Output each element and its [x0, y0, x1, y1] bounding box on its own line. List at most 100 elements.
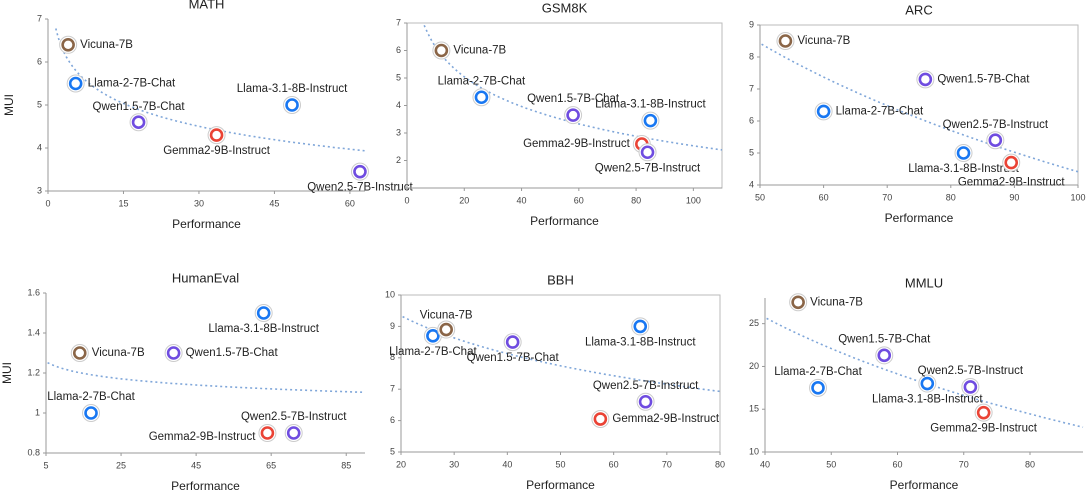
model-label: Gemma2-9B-Instruct [612, 413, 720, 425]
model-point [789, 293, 808, 312]
model-label: Vicuna-7B [810, 296, 863, 308]
model-label: Qwen2.5-7B-Instruct [943, 119, 1049, 131]
x-tick-label: 40 [760, 459, 770, 469]
trend-line [761, 43, 1079, 173]
x-tick-label: 100 [686, 195, 701, 205]
x-tick-label: 45 [269, 198, 279, 208]
x-tick-label: 45 [191, 460, 201, 470]
y-tick-label: 8 [390, 352, 395, 362]
model-icon-core [963, 380, 978, 394]
model-label: Qwen1.5-7B-Chat [527, 93, 620, 105]
x-tick-label: 20 [396, 459, 406, 469]
x-tick-label: 70 [662, 459, 672, 469]
model-label: Llama-2-7B-Chat [389, 346, 477, 358]
model-point [974, 403, 993, 422]
model-point [254, 304, 273, 322]
y-tick-label: 15 [749, 404, 759, 414]
model-icon-core [640, 145, 655, 160]
model-point [70, 344, 89, 362]
model-label: Llama-3.1-8B-Instruct [908, 163, 1019, 175]
model-point [875, 346, 894, 365]
model-point [432, 41, 451, 60]
model-label: Qwen2.5-7B-Instruct [241, 411, 347, 423]
model-icon-core [956, 146, 971, 160]
y-tick-label: 6 [396, 45, 401, 55]
model-icon-core [285, 98, 299, 112]
y-tick-label: 3 [396, 127, 401, 137]
model-point [437, 320, 456, 339]
model-label: Vicuna-7B [797, 35, 850, 47]
x-tick-label: 15 [118, 198, 128, 208]
x-tick-label: 30 [194, 198, 204, 208]
x-tick-label: 90 [1009, 192, 1019, 202]
model-icon-core [1004, 155, 1019, 170]
x-axis-label: Performance [530, 214, 599, 228]
model-icon-core [566, 108, 580, 122]
model-label: Llama-3.1-8B-Instruct [237, 83, 348, 95]
chart-title: MMLU [905, 275, 943, 290]
x-axis-label: Performance [171, 479, 240, 493]
x-tick-label: 80 [715, 459, 725, 469]
model-point [916, 70, 935, 89]
x-tick-label: 80 [1025, 459, 1035, 469]
model-icon-core [434, 43, 449, 58]
model-point [564, 106, 583, 125]
model-icon-core [260, 426, 275, 440]
y-tick-label: 10 [749, 446, 759, 456]
model-label: Qwen1.5-7B-Chat [186, 347, 279, 359]
model-icon-core [988, 133, 1003, 147]
chart-title: GSM8K [542, 0, 588, 15]
y-axis-label: MUI [2, 94, 16, 116]
y-tick-label: 5 [749, 147, 754, 157]
y-tick-label: 3 [37, 185, 42, 195]
subplot: HumanEval Performance MUI 5 25 45 65 85 0.8 1 1.2 1… [0, 270, 366, 493]
x-axis-label: Performance [526, 478, 595, 492]
y-tick-label: 1.2 [27, 367, 40, 377]
model-point [258, 424, 277, 442]
chart-title: BBH [547, 272, 574, 287]
model-icon-core [256, 306, 271, 320]
y-tick-label: 7 [396, 17, 401, 27]
model-icon-core [72, 346, 87, 360]
model-icon-core [918, 72, 933, 87]
y-tick-label: 6 [390, 415, 395, 425]
x-tick-label: 70 [882, 192, 892, 202]
model-icon-core [791, 295, 805, 310]
subplot: ARC Performance 50 60 70 80 90 100 4 5 6 7 8 9 Vicuna-… [749, 2, 1086, 225]
x-tick-label: 50 [555, 459, 565, 469]
model-icon-core [286, 426, 301, 440]
model-label: Llama-3.1-8B-Instruct [208, 323, 319, 335]
model-label: Llama-2-7B-Chat [438, 75, 526, 87]
model-label: Qwen1.5-7B-Chat [937, 73, 1030, 85]
model-icon-core [209, 128, 224, 142]
model-label: Qwen1.5-7B-Chat [838, 333, 931, 345]
model-point [284, 424, 303, 442]
model-point [986, 131, 1005, 150]
x-tick-label: 65 [266, 460, 276, 470]
y-axis-label: MUI [0, 362, 14, 384]
model-label: Llama-3.1-8B-Instruct [872, 394, 983, 406]
y-tick-label: 25 [749, 318, 759, 328]
y-tick-label: 9 [390, 321, 395, 331]
model-point [918, 374, 937, 393]
y-tick-label: 5 [396, 72, 401, 82]
x-tick-label: 60 [574, 195, 584, 205]
y-tick-label: 6 [37, 56, 42, 66]
model-point [350, 162, 369, 181]
x-tick-label: 0 [404, 195, 409, 205]
y-tick-label: 7 [749, 83, 754, 93]
x-tick-label: 85 [341, 460, 351, 470]
y-tick-label: 4 [37, 142, 42, 152]
model-point [207, 126, 226, 145]
x-tick-label: 40 [517, 195, 527, 205]
model-point [82, 404, 101, 422]
y-tick-label: 10 [385, 289, 395, 299]
y-tick-label: 6 [749, 115, 754, 125]
model-label: Gemma2-9B-Instruct [163, 145, 271, 157]
model-label: Qwen2.5-7B-Instruct [307, 182, 413, 194]
model-icon-core [505, 335, 520, 349]
y-tick-label: 7 [37, 13, 42, 23]
y-tick-label: 5 [390, 446, 395, 456]
model-icon-core [61, 37, 75, 52]
trend-line [47, 361, 366, 394]
